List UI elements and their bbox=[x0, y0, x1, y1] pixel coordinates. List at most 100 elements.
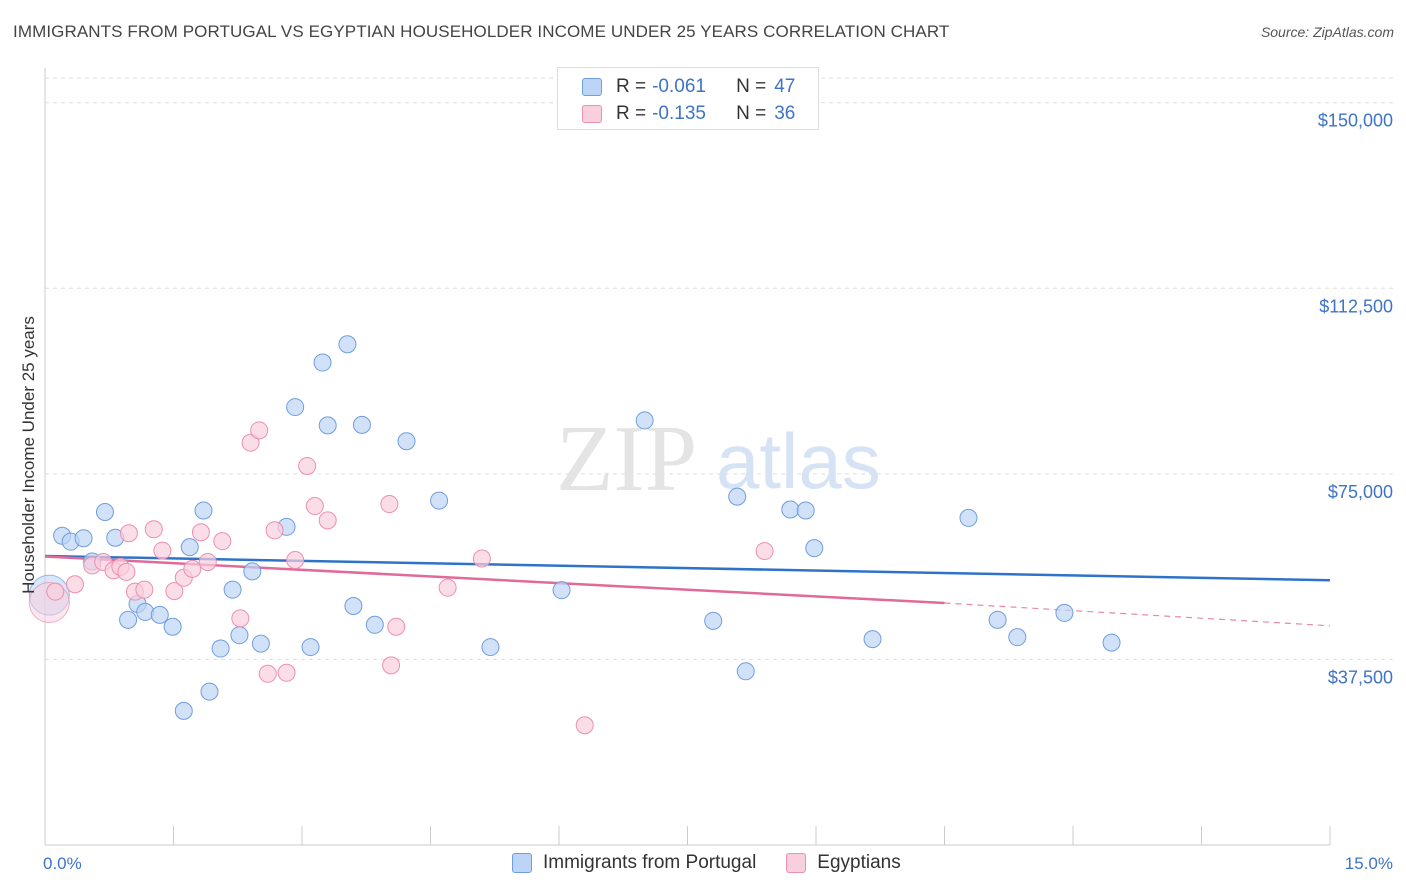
watermark-zip: ZIP bbox=[556, 407, 697, 511]
point-portugal[interactable] bbox=[1055, 603, 1074, 622]
point-portugal[interactable] bbox=[863, 630, 882, 649]
point-portugal[interactable] bbox=[805, 539, 824, 558]
n-value: 47 bbox=[774, 76, 796, 97]
point-portugal[interactable] bbox=[223, 580, 242, 599]
point-portugal[interactable] bbox=[988, 610, 1007, 629]
point-egyptians[interactable] bbox=[298, 456, 317, 475]
legend-swatch-pink bbox=[786, 853, 807, 873]
correlation-legend: R = -0.061 N = 47 R = -0.135 N = 36 bbox=[557, 67, 819, 130]
point-egyptians[interactable] bbox=[153, 541, 172, 560]
point-portugal[interactable] bbox=[95, 502, 114, 521]
source-label: Source: ZipAtlas.com bbox=[1260, 24, 1394, 40]
point-egyptians[interactable] bbox=[213, 532, 232, 551]
point-portugal[interactable] bbox=[301, 638, 320, 657]
n-label: N = bbox=[736, 103, 767, 124]
r-value: -0.135 bbox=[652, 103, 706, 124]
y-tick-label: $112,500 bbox=[1319, 296, 1393, 316]
point-egyptians[interactable] bbox=[277, 663, 296, 682]
point-portugal[interactable] bbox=[344, 596, 363, 615]
point-egyptians[interactable] bbox=[135, 580, 154, 599]
point-egyptians[interactable] bbox=[286, 550, 305, 569]
x-tick-label-min: 0.0% bbox=[43, 854, 82, 873]
point-portugal[interactable] bbox=[150, 605, 169, 624]
legend-label: Egyptians bbox=[817, 852, 901, 873]
point-egyptians[interactable] bbox=[265, 521, 284, 540]
point-egyptians[interactable] bbox=[438, 578, 457, 597]
point-portugal[interactable] bbox=[352, 415, 371, 434]
point-egyptians[interactable] bbox=[250, 421, 269, 440]
point-portugal[interactable] bbox=[397, 432, 416, 451]
point-portugal[interactable] bbox=[243, 562, 262, 581]
point-portugal[interactable] bbox=[211, 639, 230, 658]
point-portugal[interactable] bbox=[552, 581, 571, 600]
point-egyptians[interactable] bbox=[165, 582, 184, 601]
watermark: ZIP atlas bbox=[556, 407, 881, 511]
r-label: R = bbox=[616, 103, 647, 124]
r-label: R = bbox=[616, 76, 647, 97]
point-egyptians[interactable] bbox=[65, 575, 84, 594]
x-tick-label-max: 15.0% bbox=[1345, 854, 1393, 873]
y-tick-label: $37,500 bbox=[1328, 667, 1393, 687]
point-portugal[interactable] bbox=[74, 529, 93, 548]
point-portugal[interactable] bbox=[174, 701, 193, 720]
point-portugal[interactable] bbox=[338, 335, 357, 354]
legend-item-egyptians[interactable]: Egyptians bbox=[786, 852, 901, 874]
point-portugal[interactable] bbox=[796, 501, 815, 520]
point-portugal[interactable] bbox=[313, 353, 332, 372]
point-portugal[interactable] bbox=[194, 501, 213, 520]
point-portugal[interactable] bbox=[365, 615, 384, 634]
point-egyptians[interactable] bbox=[191, 523, 210, 542]
point-egyptians[interactable] bbox=[231, 609, 250, 628]
point-portugal[interactable] bbox=[481, 638, 500, 657]
chart-title: IMMIGRANTS FROM PORTUGAL VS EGYPTIAN HOU… bbox=[13, 22, 950, 41]
point-egyptians[interactable] bbox=[382, 656, 401, 675]
point-egyptians[interactable] bbox=[575, 716, 594, 735]
point-portugal[interactable] bbox=[728, 487, 747, 506]
point-egyptians[interactable] bbox=[318, 511, 337, 530]
y-tick-label: $75,000 bbox=[1328, 482, 1393, 502]
point-egyptians[interactable] bbox=[258, 664, 277, 683]
trend-line-egyptians-extension bbox=[944, 602, 1331, 627]
legend-row-portugal: R = -0.061 N = 47 bbox=[582, 75, 795, 99]
point-egyptians[interactable] bbox=[198, 552, 217, 571]
point-portugal[interactable] bbox=[1102, 633, 1121, 652]
point-portugal[interactable] bbox=[635, 411, 654, 430]
series-legend: Immigrants from Portugal Egyptians bbox=[512, 852, 931, 874]
point-portugal[interactable] bbox=[230, 626, 249, 645]
legend-swatch-blue bbox=[582, 78, 602, 96]
data-points bbox=[28, 335, 1121, 735]
point-egyptians[interactable] bbox=[380, 495, 399, 514]
trend-line-portugal bbox=[44, 554, 1331, 582]
point-portugal[interactable] bbox=[200, 682, 219, 701]
y-tick-labels: $37,500 $75,000 $112,500 $150,000 bbox=[1318, 111, 1393, 688]
axes bbox=[44, 68, 1331, 846]
r-value: -0.061 bbox=[652, 76, 706, 97]
point-portugal[interactable] bbox=[1008, 628, 1027, 647]
point-egyptians[interactable] bbox=[305, 497, 324, 516]
point-portugal[interactable] bbox=[286, 398, 305, 417]
legend-label: Immigrants from Portugal bbox=[543, 852, 757, 873]
point-egyptians[interactable] bbox=[241, 433, 260, 452]
point-egyptians[interactable] bbox=[46, 582, 65, 601]
legend-item-portugal[interactable]: Immigrants from Portugal bbox=[512, 852, 756, 874]
point-portugal[interactable] bbox=[959, 508, 978, 527]
point-egyptians[interactable] bbox=[117, 562, 136, 581]
point-portugal[interactable] bbox=[119, 610, 138, 629]
point-portugal[interactable] bbox=[251, 634, 270, 653]
point-egyptians[interactable] bbox=[387, 617, 406, 636]
point-portugal[interactable] bbox=[163, 617, 182, 636]
point-egyptians[interactable] bbox=[472, 549, 491, 568]
point-portugal[interactable] bbox=[781, 500, 800, 519]
point-egyptians[interactable] bbox=[119, 524, 138, 543]
point-portugal[interactable] bbox=[318, 416, 337, 435]
point-portugal[interactable] bbox=[430, 491, 449, 510]
point-portugal[interactable] bbox=[736, 662, 755, 681]
n-value: 36 bbox=[774, 103, 796, 124]
point-portugal[interactable] bbox=[180, 538, 199, 557]
point-egyptians[interactable] bbox=[183, 559, 202, 578]
point-portugal[interactable] bbox=[704, 611, 723, 630]
point-egyptians[interactable] bbox=[755, 542, 774, 561]
y-axis-label: Householder Income Under 25 years bbox=[19, 316, 38, 594]
point-portugal[interactable] bbox=[136, 602, 155, 621]
point-egyptians[interactable] bbox=[144, 520, 163, 539]
